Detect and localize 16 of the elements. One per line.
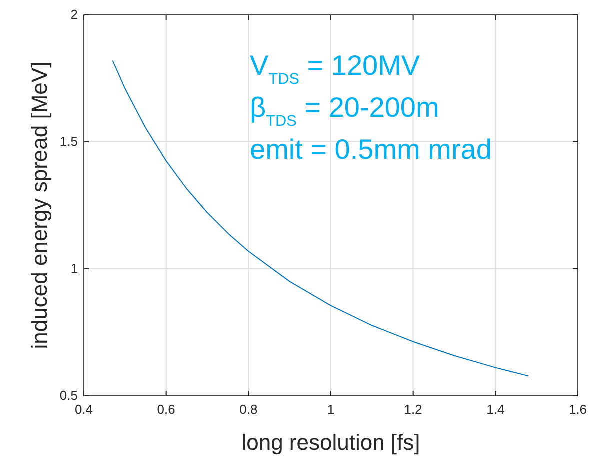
- annotation: β$_{TDS}$ = 20-200m: [250, 92, 440, 130]
- x-tick-label: 0.4: [74, 402, 94, 417]
- x-tick-label: 1.2: [404, 402, 422, 417]
- x-tick-label: 1.4: [486, 402, 505, 417]
- annotation: V$_{TDS}$ = 120MV: [250, 50, 420, 88]
- x-tick-label: 0.6: [157, 402, 176, 417]
- y-tick-label: 2: [70, 7, 78, 22]
- x-tick-label: 0.8: [240, 402, 258, 417]
- y-tick-label: 1: [70, 261, 78, 276]
- y-tick-label: 1.5: [60, 134, 78, 149]
- y-tick-label: 0.5: [60, 388, 78, 403]
- annotation: emit = 0.5mm mrad: [250, 134, 492, 165]
- x-axis-title: long resolution [fs]: [242, 430, 420, 455]
- x-tick-label: 1.6: [568, 402, 588, 417]
- y-axis-title: induced energy spread [MeV]: [27, 62, 52, 350]
- x-tick-label: 1: [327, 402, 335, 417]
